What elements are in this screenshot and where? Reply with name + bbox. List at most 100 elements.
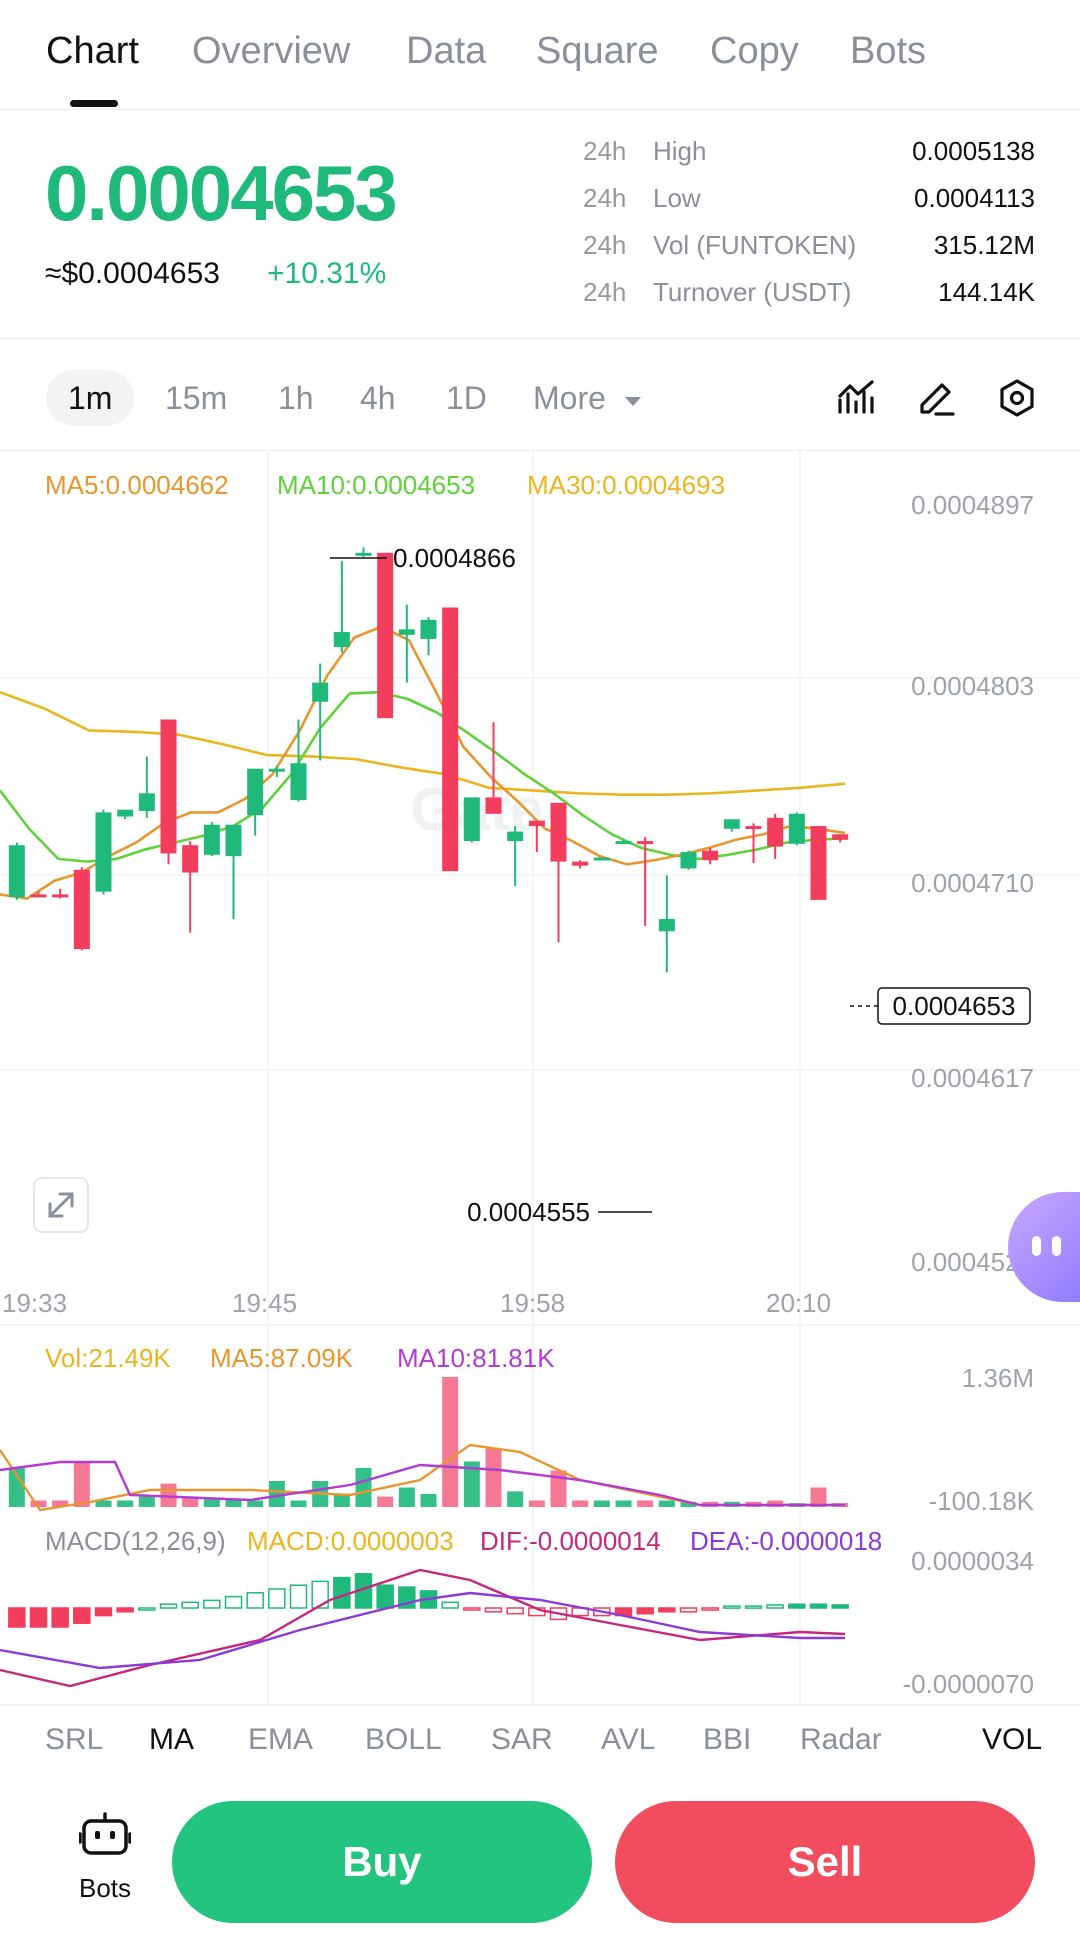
tab-data[interactable]: Data	[406, 30, 487, 72]
macd-bar	[138, 1607, 156, 1611]
candle-body	[420, 619, 437, 639]
candle-body	[702, 850, 719, 861]
macd-bar	[159, 1603, 178, 1609]
volume-bar	[550, 1470, 567, 1507]
candle-body	[723, 819, 740, 829]
interval-15m[interactable]: 15m	[165, 380, 228, 416]
macd-axis-label: -0.0000070	[902, 1669, 1034, 1699]
time-axis-label: 19:58	[500, 1288, 565, 1318]
indicator-srl[interactable]: SRL	[45, 1723, 104, 1756]
expand-icon[interactable]	[33, 1177, 89, 1233]
volume-bar	[463, 1461, 480, 1507]
macd-bar	[268, 1588, 286, 1609]
macd-bar	[376, 1584, 394, 1609]
interval-1m[interactable]: 1m	[46, 370, 135, 426]
macd-bar	[289, 1584, 308, 1609]
eye-icon	[1052, 1236, 1061, 1256]
vol-ma10-line	[0, 1460, 845, 1507]
indicator-vol[interactable]: VOL	[982, 1723, 1043, 1756]
pencil-icon[interactable]	[916, 378, 956, 418]
volume-bar	[355, 1468, 372, 1507]
indicator-bbi[interactable]: BBI	[703, 1723, 752, 1756]
stat-label: Low	[653, 183, 701, 213]
macd-bar	[658, 1607, 676, 1613]
interval-4h[interactable]: 4h	[360, 380, 396, 416]
indicator-chart-icon[interactable]	[836, 378, 876, 418]
candle-body	[745, 826, 762, 830]
tab-chart[interactable]: Chart	[46, 30, 139, 72]
stat-low: 24h Low 0.0004113	[583, 183, 1035, 223]
candle-body	[268, 768, 285, 772]
indicator-ma[interactable]: MA	[149, 1723, 194, 1756]
candle-body	[442, 607, 459, 872]
macd-bar	[809, 1603, 828, 1609]
indicator-ema[interactable]: EMA	[248, 1723, 314, 1756]
macd-bar	[224, 1595, 243, 1609]
settings-hexagon-icon[interactable]	[997, 378, 1037, 418]
eye-icon	[1032, 1236, 1041, 1256]
volume-bar	[572, 1500, 589, 1507]
volume-bar	[420, 1494, 437, 1507]
indicator-sar[interactable]: SAR	[491, 1723, 553, 1756]
indicator-boll[interactable]: BOLL	[365, 1723, 442, 1756]
candle-body	[658, 918, 675, 932]
candle-body	[333, 632, 350, 648]
macd-bar	[29, 1607, 48, 1628]
tab-square[interactable]: Square	[536, 30, 659, 72]
divider	[0, 338, 1080, 339]
macd-bar	[766, 1604, 784, 1609]
sell-button[interactable]: Sell	[615, 1801, 1035, 1923]
usd-price: ≈$0.0004653	[45, 257, 220, 290]
indicator-radar[interactable]: Radar	[800, 1723, 882, 1756]
interval-1h[interactable]: 1h	[278, 380, 314, 416]
volume-bar	[73, 1461, 90, 1507]
macd-axis-label: 0.0000034	[911, 1546, 1034, 1576]
ma5-legend: MA5:0.0004662	[45, 470, 229, 500]
volume-bar	[810, 1487, 827, 1507]
robot-icon	[78, 1812, 132, 1855]
last-price-tag-box	[877, 987, 1031, 1025]
volume-bar	[333, 1494, 350, 1507]
candle-body	[507, 831, 524, 842]
candle-body	[160, 719, 177, 854]
vol-ma5-legend: MA5:87.09K	[210, 1343, 354, 1373]
macd-bar	[116, 1607, 134, 1613]
bots-button[interactable]: Bots	[55, 1812, 155, 1904]
time-axis-label: 19:33	[2, 1288, 67, 1318]
price-chart[interactable]: Gate MA5:0.0004662 MA10:0.0004653 MA30:0…	[0, 450, 1080, 1755]
macd-bar	[549, 1607, 568, 1621]
tab-overview[interactable]: Overview	[192, 30, 351, 72]
macd-bar	[441, 1601, 459, 1609]
last-price: 0.0004653	[45, 149, 398, 237]
indicator-avl[interactable]: AVL	[601, 1723, 656, 1756]
stat-volume: 24h Vol (FUNTOKEN) 315.12M	[583, 230, 1035, 270]
interval-1d[interactable]: 1D	[446, 380, 487, 416]
ma10-legend: MA10:0.0004653	[277, 470, 475, 500]
top-tabs: Chart Overview Data Square Copy Bots	[0, 0, 1080, 110]
stat-period: 24h	[583, 277, 627, 307]
candle-body	[225, 824, 242, 857]
tab-copy[interactable]: Copy	[710, 30, 799, 72]
time-axis-label: 20:10	[766, 1288, 831, 1318]
candle-body	[680, 852, 697, 869]
volume-bar	[95, 1500, 112, 1507]
macd-bar	[484, 1607, 503, 1613]
macd-bar	[463, 1607, 481, 1611]
volume-bar	[680, 1501, 697, 1507]
volume-bar	[203, 1499, 220, 1507]
tab-bots[interactable]: Bots	[850, 30, 927, 72]
stat-value: 315.12M	[933, 230, 1035, 260]
last-price-tag: 0.0004653	[893, 991, 1016, 1021]
divider	[0, 450, 1080, 451]
candle-body	[485, 797, 502, 814]
volume-bar	[398, 1487, 415, 1507]
price-axis-label: 0.0004897	[911, 490, 1034, 520]
macd-bar	[744, 1605, 763, 1609]
interval-bar: 1m 15m 1h 4h 1D More	[0, 360, 1080, 430]
stat-value: 0.0005138	[912, 136, 1035, 166]
buy-button[interactable]: Buy	[172, 1801, 592, 1923]
volume-bar	[377, 1496, 394, 1507]
candle-body	[95, 812, 112, 892]
volume-bar	[290, 1500, 307, 1507]
interval-more[interactable]: More	[533, 370, 643, 426]
